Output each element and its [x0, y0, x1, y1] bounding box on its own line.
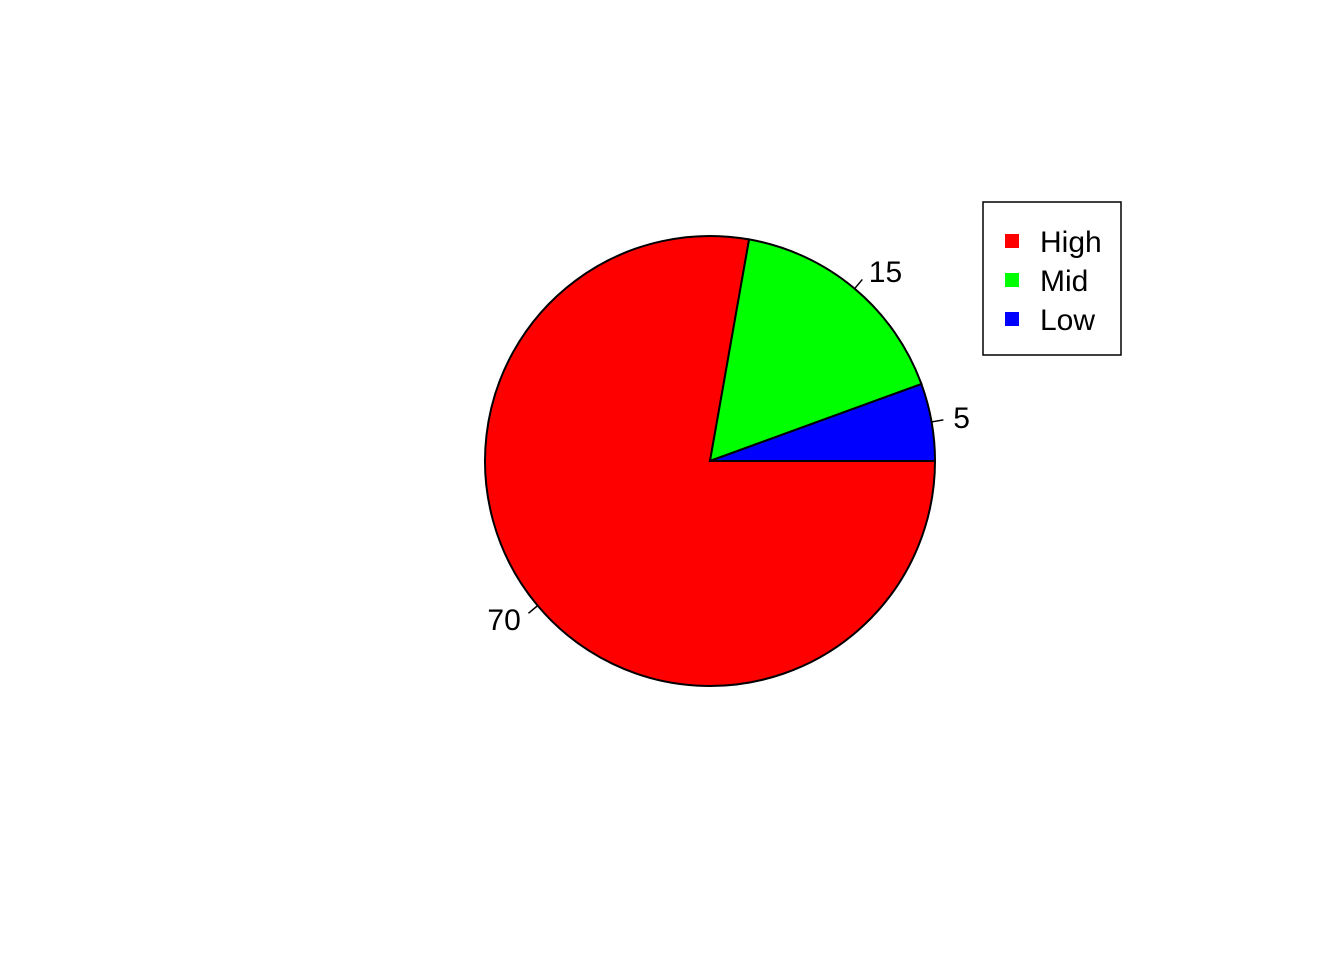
pie-slices: [484, 235, 937, 687]
legend-swatch-high: [1005, 234, 1019, 248]
slice-tick-high: [527, 605, 539, 614]
slice-label-low: 5: [953, 402, 970, 435]
slice-label-mid: 15: [869, 256, 902, 289]
pie-slice-mid: [708, 238, 923, 463]
pie-slice-high: [484, 235, 937, 687]
pie-slice-low: [709, 382, 937, 462]
slice-labels: 70 15 5: [487, 256, 970, 637]
legend-swatch-mid: [1005, 273, 1019, 287]
slice-label-high: 70: [487, 604, 520, 637]
legend-label-low: Low: [1040, 304, 1095, 337]
legend: High Mid Low: [982, 201, 1122, 356]
slice-tick-low: [931, 419, 944, 423]
legend-label-high: High: [1040, 226, 1102, 259]
legend-swatch-low: [1005, 312, 1019, 326]
slice-tick-mid: [854, 278, 863, 290]
legend-label-mid: Mid: [1040, 265, 1088, 298]
